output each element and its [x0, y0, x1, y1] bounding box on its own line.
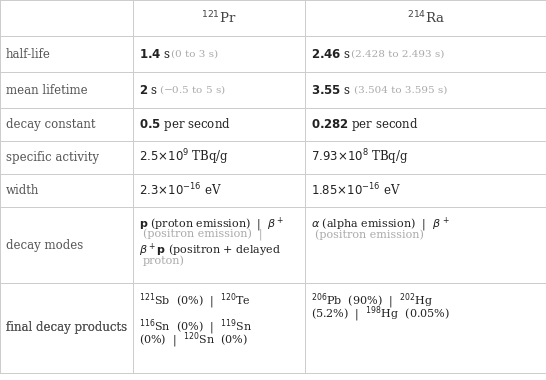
Text: $^{121}$Sb  (0%)  |  $^{120}$Te: $^{121}$Sb (0%) | $^{120}$Te	[139, 291, 251, 310]
Text: specific activity: specific activity	[6, 151, 99, 164]
Text: (positron emission): (positron emission)	[315, 229, 424, 239]
Text: mean lifetime: mean lifetime	[6, 84, 87, 97]
Text: $2.3{\times}10^{-16}$ eV: $2.3{\times}10^{-16}$ eV	[139, 182, 222, 199]
Text: (3.504 to 3.595 s): (3.504 to 3.595 s)	[354, 86, 447, 95]
Text: $\mathbf{1.4}$ s: $\mathbf{1.4}$ s	[139, 48, 171, 60]
Text: $7.93{\times}10^8$ TBq/g: $7.93{\times}10^8$ TBq/g	[311, 148, 408, 167]
Text: final decay products: final decay products	[6, 321, 127, 334]
Text: (2.428 to 2.493 s): (2.428 to 2.493 s)	[351, 49, 444, 59]
Text: $1.85{\times}10^{-16}$ eV: $1.85{\times}10^{-16}$ eV	[311, 182, 401, 199]
Text: $\mathbf{p}$ (proton emission)  |  $\beta^+$: $\mathbf{p}$ (proton emission) | $\beta^…	[139, 216, 284, 234]
Text: $\mathbf{0.282}$ per second: $\mathbf{0.282}$ per second	[311, 116, 419, 133]
Text: $\beta^+\mathbf{p}$ (positron + delayed: $\beta^+\mathbf{p}$ (positron + delayed	[139, 242, 281, 259]
Text: (0%)  |  $^{120}$Sn  (0%): (0%) | $^{120}$Sn (0%)	[139, 330, 248, 350]
Text: $\mathbf{0.5}$ per second: $\mathbf{0.5}$ per second	[139, 116, 231, 133]
Text: (positron emission)  |: (positron emission) |	[143, 229, 263, 241]
Text: (5.2%)  |  $^{198}$Hg  (0.05%): (5.2%) | $^{198}$Hg (0.05%)	[311, 304, 450, 324]
Text: $\mathbf{3.55}$ s: $\mathbf{3.55}$ s	[311, 84, 351, 97]
Text: (0 to 3 s): (0 to 3 s)	[171, 49, 218, 59]
Text: $^{116}$Sn  (0%)  |  $^{119}$Sn: $^{116}$Sn (0%) | $^{119}$Sn	[139, 317, 252, 337]
Text: final decay products: final decay products	[6, 321, 127, 334]
Text: ($-$0.5 to 5 s): ($-$0.5 to 5 s)	[159, 84, 226, 97]
Text: $^{206}$Pb  (90%)  |  $^{202}$Hg: $^{206}$Pb (90%) | $^{202}$Hg	[311, 291, 433, 310]
Text: width: width	[6, 184, 39, 197]
Text: half-life: half-life	[6, 48, 51, 60]
Text: $\mathbf{2.46}$ s: $\mathbf{2.46}$ s	[311, 48, 351, 60]
Text: $\mathbf{2}$ s: $\mathbf{2}$ s	[139, 84, 158, 97]
Text: proton): proton)	[143, 255, 185, 266]
Text: $\mathit{\alpha}$ (alpha emission)  |  $\beta^+$: $\mathit{\alpha}$ (alpha emission) | $\b…	[311, 216, 449, 234]
Text: $2.5{\times}10^9$ TBq/g: $2.5{\times}10^9$ TBq/g	[139, 148, 229, 167]
Text: decay constant: decay constant	[6, 118, 96, 131]
Text: decay modes: decay modes	[6, 239, 83, 252]
Text: $^{214}$Ra: $^{214}$Ra	[407, 10, 444, 26]
Text: $^{121}$Pr: $^{121}$Pr	[201, 10, 237, 26]
